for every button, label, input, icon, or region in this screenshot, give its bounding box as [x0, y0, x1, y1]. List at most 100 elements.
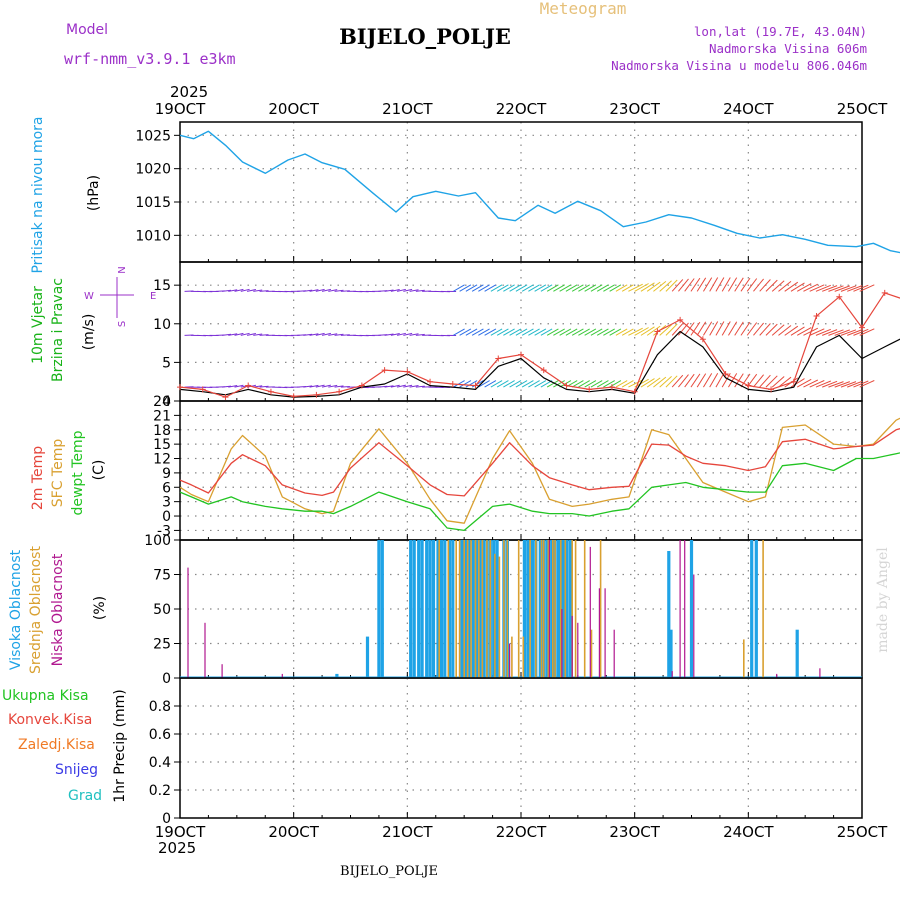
low-cloud-bar [187, 567, 189, 678]
top-date-ticks: 19OCT 20OCT 21OCT 22OCT 23OCT 24OCT 25OCT [155, 100, 888, 118]
wind-gust-marker [518, 351, 524, 358]
wind-arrow [628, 327, 643, 336]
compass-legend: N W E S [84, 266, 156, 327]
mid-cloud-bar [517, 540, 520, 678]
legend-freezing-rain: Zaledj.Kisa [18, 737, 95, 753]
wind-arrow [534, 284, 547, 292]
wind-arrow [496, 328, 509, 336]
model-elevation-label: Nadmorska Visina u modelu 806.046m [611, 58, 867, 73]
temp-frame [179, 400, 863, 541]
wind-arrow [634, 327, 649, 336]
wind-arrow [665, 375, 678, 388]
wind-arrow [515, 380, 528, 388]
wind-ytick-label: 10 [153, 317, 171, 333]
cloud-ytick-label: 100 [144, 533, 171, 549]
precip-ytick-label: 0.8 [149, 699, 171, 715]
wind-arrow [834, 381, 850, 388]
wind-arrow [778, 281, 792, 292]
wind-arrow [303, 385, 313, 388]
sfc-title: SFC Temp [50, 439, 66, 508]
mid-cloud-bar [743, 639, 745, 678]
wind-gust-marker [404, 368, 411, 375]
wind-arrow [790, 282, 805, 292]
bottom-date-label: 22OCT [496, 823, 547, 841]
wind-arrow [584, 380, 597, 388]
high-cloud-bar [468, 540, 472, 678]
wind-arrow [409, 289, 419, 292]
high-cloud-bar [365, 636, 370, 678]
wind-subtitle: Brzina i Pravac [50, 278, 66, 382]
wind-arrow [415, 333, 425, 336]
compass-west: W [84, 291, 94, 302]
wind-arrow [822, 285, 838, 292]
wind-arrow [465, 380, 478, 388]
wind-arrow [753, 374, 764, 388]
elevation-label: Nadmorska Visina 606m [709, 41, 867, 56]
cloud-ytick-label: 50 [153, 602, 171, 618]
wind-arrow [678, 374, 689, 388]
wind-arrow [703, 321, 713, 336]
mid-cloud-bar [489, 540, 492, 678]
high-cloud-bar [478, 540, 482, 678]
wind-arrow [528, 380, 540, 388]
wind-gust-marker [267, 388, 274, 395]
wind-arrow [753, 322, 764, 336]
wind-arrow [596, 328, 609, 336]
precip-ytick-label: 0 [162, 811, 171, 827]
temp-ytick-label: 18 [153, 423, 171, 439]
wind-arrow [815, 380, 831, 388]
wind-arrow [678, 278, 689, 292]
wind-arrow [690, 321, 701, 336]
compass-east: E [150, 291, 156, 302]
wind-arrow [321, 288, 332, 292]
wind-arrow [784, 281, 799, 292]
wind-arrow [490, 328, 503, 336]
wind-gust-marker [495, 355, 502, 362]
wind-arrow [553, 380, 565, 388]
wind-arrow [521, 284, 534, 292]
wind-arrow [234, 332, 244, 336]
legend-snow: Snijeg [55, 762, 98, 778]
wind-arrow [828, 381, 844, 388]
bottom-year-label: 2025 [158, 839, 196, 857]
precip-ytick-label: 0.4 [149, 755, 171, 771]
wind-arrow [740, 277, 751, 292]
dewpoint-title: dewpt Temp [70, 430, 86, 515]
wind-arrow [403, 384, 413, 388]
wind-arrow [746, 322, 758, 336]
wind-arrow [609, 284, 622, 292]
wind-arrow [553, 328, 565, 336]
wind-arrow [578, 380, 590, 388]
wind-arrow [259, 334, 269, 336]
wind-gust-marker [177, 384, 183, 391]
wind-gust-marker [563, 382, 570, 389]
wind-arrow [690, 373, 701, 388]
wind-arrow [403, 332, 413, 336]
wind-gust-marker [586, 386, 593, 393]
wind-arrow [853, 328, 869, 336]
wind-arrow [796, 327, 812, 336]
wind-arrow [321, 384, 332, 388]
wind-arrow [834, 329, 850, 336]
high-cloud-bar [471, 540, 475, 678]
wind-arrow [478, 284, 490, 292]
mid-cloud-bar [506, 540, 509, 678]
temp-ytick-label: -3 [157, 523, 171, 539]
low-cloud-bar [819, 668, 821, 678]
mid-cloud-bar [522, 636, 525, 678]
low-cloud-bar [604, 588, 606, 678]
wind-arrow [728, 321, 738, 336]
wind-arrow [759, 374, 771, 388]
wind-arrow [515, 284, 528, 292]
wind-arrow [671, 323, 684, 336]
wind-panel: 0 5 10 15 [153, 261, 900, 410]
wind-arrow [509, 284, 522, 292]
wind-arrow [584, 328, 597, 336]
high-cloud-bar [538, 540, 542, 678]
wind-arrow [459, 284, 472, 292]
wind-arrow [859, 380, 875, 388]
wind-arrow [503, 380, 515, 388]
wind-arrow [584, 284, 597, 292]
wind-arrow [790, 326, 805, 336]
top-date-label: 25OCT [837, 100, 888, 118]
